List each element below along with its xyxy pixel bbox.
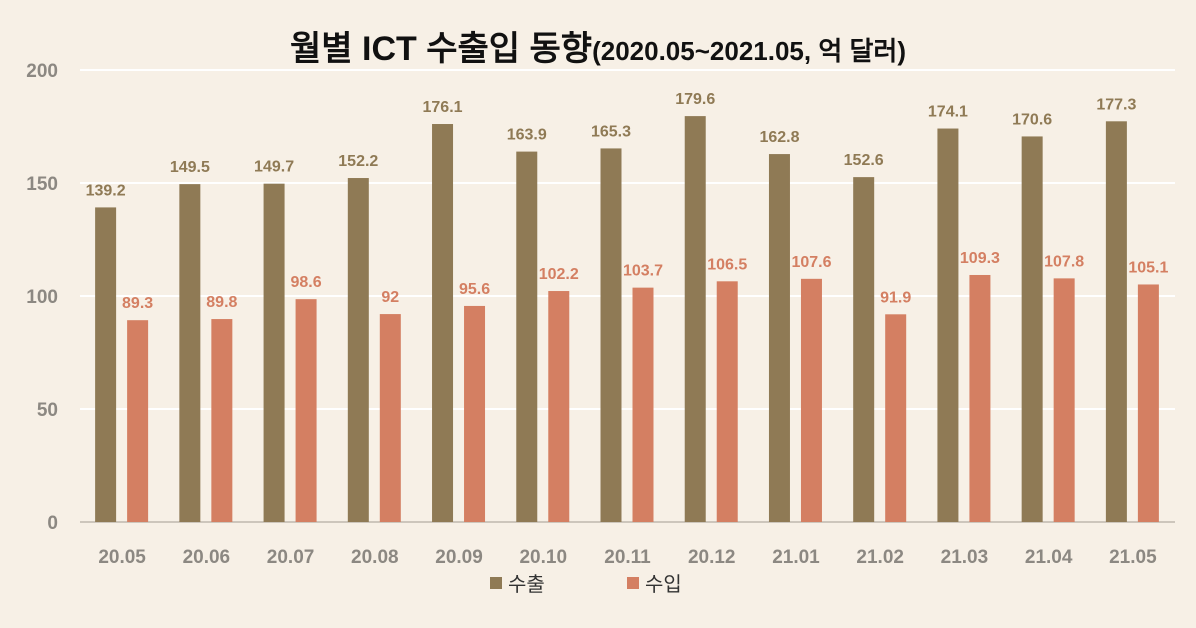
- data-label: 98.6: [291, 274, 322, 291]
- bar-export: [684, 116, 706, 522]
- data-label: 163.9: [507, 127, 547, 144]
- data-label: 179.6: [675, 91, 715, 108]
- x-tick-label: 20.05: [98, 547, 146, 568]
- bar-export: [263, 183, 285, 523]
- bar-export: [768, 154, 790, 522]
- bar-export: [1105, 121, 1127, 522]
- x-tick-label: 21.03: [941, 547, 989, 568]
- bar-import: [800, 278, 822, 522]
- x-tick-label: 20.07: [267, 547, 315, 568]
- y-tick-label: 50: [37, 400, 58, 421]
- data-label: 177.3: [1096, 96, 1136, 113]
- data-label: 106.5: [707, 256, 747, 273]
- bar-import: [632, 287, 654, 522]
- x-tick-label: 20.12: [688, 547, 736, 568]
- bar-export: [853, 177, 875, 522]
- y-tick-label: 100: [26, 287, 58, 308]
- bar-export: [179, 184, 201, 522]
- data-label: 165.3: [591, 123, 631, 140]
- bar-import: [295, 299, 317, 522]
- x-tick-label: 20.08: [351, 547, 399, 568]
- data-label: 107.6: [791, 254, 831, 271]
- data-label: 92: [381, 289, 399, 306]
- bar-import: [464, 305, 486, 522]
- bar-import: [548, 291, 570, 522]
- data-label: 105.1: [1128, 259, 1168, 276]
- data-label: 149.5: [170, 159, 210, 176]
- x-tick-label: 20.11: [604, 547, 651, 568]
- data-label: 91.9: [880, 289, 911, 306]
- bar-import: [1053, 278, 1075, 522]
- x-tick-label: 20.09: [435, 547, 483, 568]
- data-label: 139.2: [86, 182, 126, 199]
- data-label: 162.8: [759, 129, 799, 146]
- chart-title: 월별 ICT 수출입 동향(2020.05~2021.05, 억 달러): [290, 30, 906, 68]
- data-label: 152.2: [338, 153, 378, 170]
- data-label: 149.7: [254, 159, 294, 176]
- x-tick-label: 20.06: [183, 547, 231, 568]
- x-tick-label: 21.04: [1025, 547, 1073, 568]
- x-tick-label: 20.10: [519, 547, 567, 568]
- bar-export: [95, 207, 117, 522]
- bar-export: [516, 151, 538, 522]
- y-tick-label: 200: [26, 61, 58, 82]
- legend-label: 수출: [508, 573, 545, 596]
- bar-import: [127, 320, 149, 522]
- bar-import: [885, 314, 907, 522]
- bar-import: [211, 319, 233, 522]
- bar-export: [347, 178, 369, 522]
- data-label: 107.8: [1044, 253, 1084, 270]
- data-label: 174.1: [928, 104, 968, 121]
- legend-swatch: [490, 577, 502, 589]
- bar-import: [379, 314, 401, 522]
- x-tick-label: 21.02: [856, 547, 904, 568]
- y-tick-label: 150: [26, 174, 58, 195]
- legend-label: 수입: [645, 573, 682, 596]
- data-label: 152.6: [844, 152, 884, 169]
- legend-swatch: [627, 577, 639, 589]
- bar-export: [937, 128, 959, 522]
- data-label: 95.6: [459, 281, 490, 298]
- y-tick-label: 0: [47, 513, 58, 534]
- x-tick-label: 21.01: [772, 547, 820, 568]
- x-tick-label: 21.05: [1109, 547, 1157, 568]
- bar-import: [716, 281, 738, 522]
- data-label: 109.3: [960, 250, 1000, 267]
- data-label: 102.2: [539, 266, 579, 283]
- data-label: 170.6: [1012, 111, 1052, 128]
- bar-export: [600, 148, 622, 522]
- data-label: 176.1: [423, 99, 463, 116]
- bar-import: [969, 274, 991, 522]
- data-label: 89.3: [122, 295, 153, 312]
- bar-export: [1021, 136, 1043, 522]
- data-label: 89.8: [206, 294, 237, 311]
- bar-export: [432, 124, 454, 522]
- bar-import: [1137, 284, 1159, 522]
- data-label: 103.7: [623, 263, 663, 280]
